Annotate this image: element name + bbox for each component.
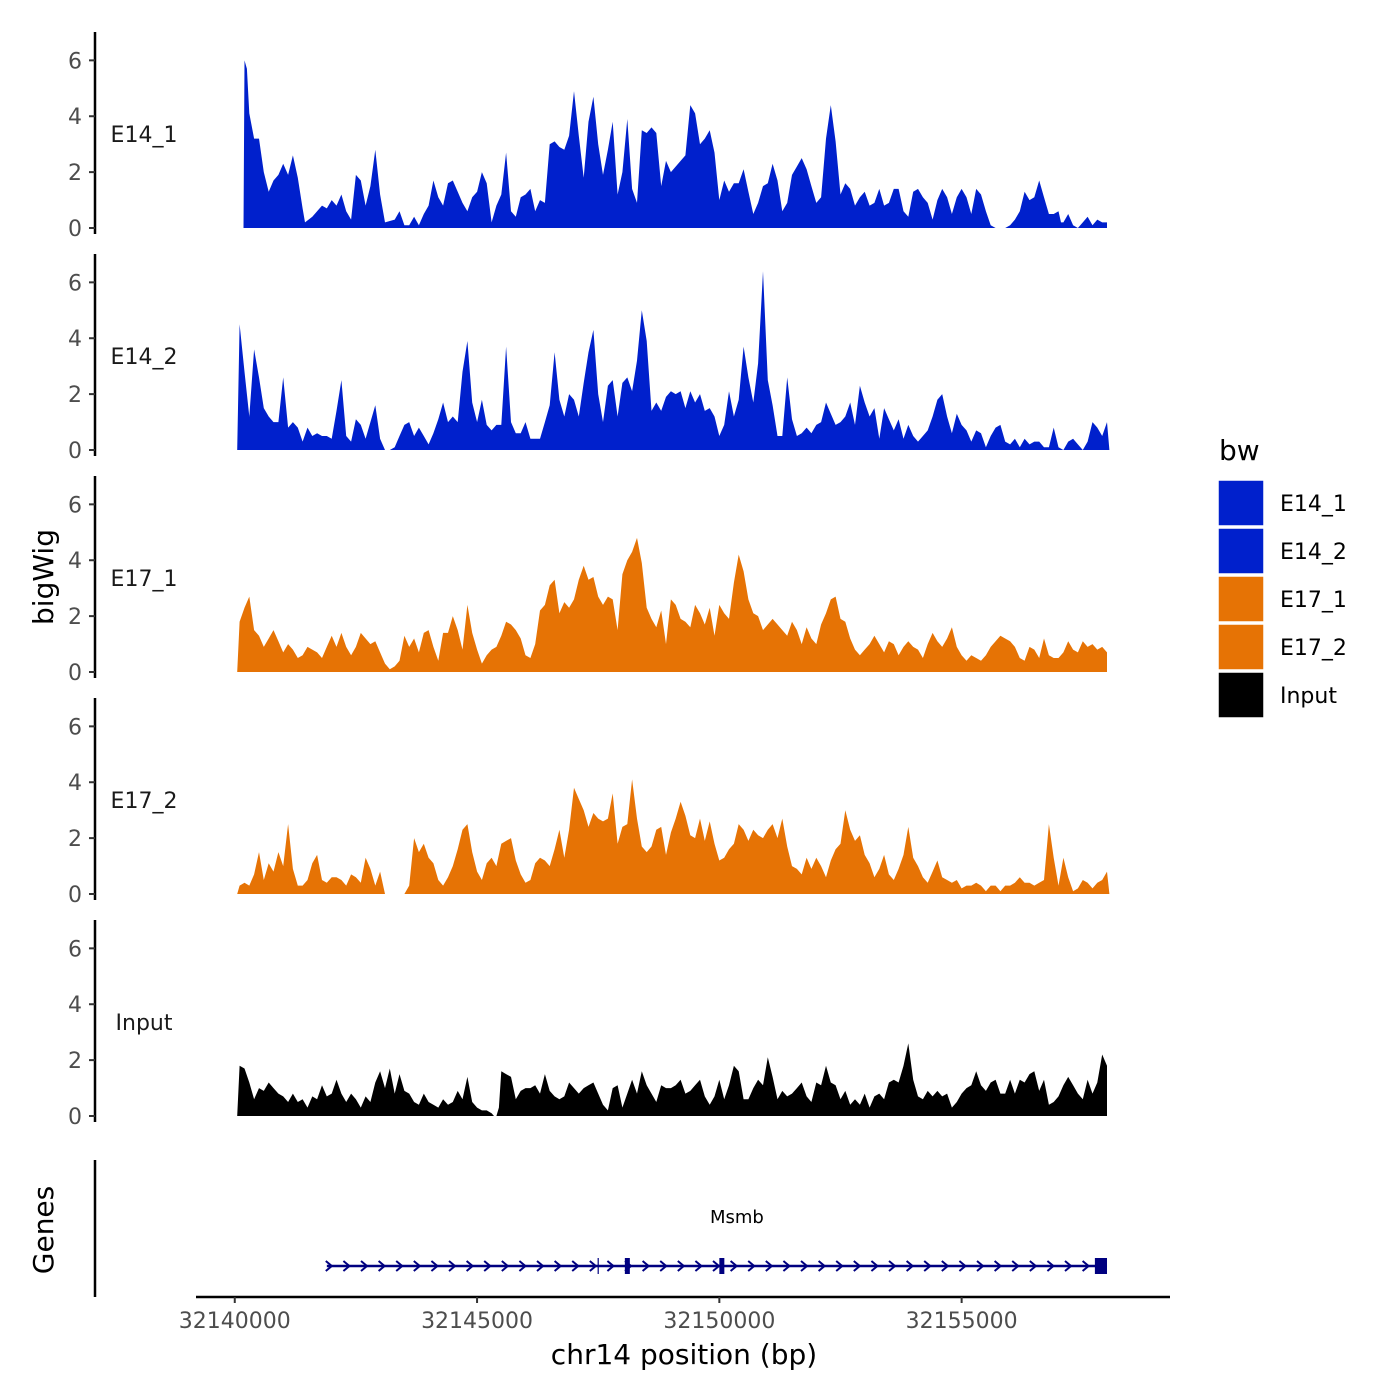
legend-swatch xyxy=(1217,671,1265,719)
genes-panel: Msmb xyxy=(93,1160,1108,1297)
x-tick-label: 32140000 xyxy=(179,1309,291,1334)
x-tick-label: 32145000 xyxy=(421,1309,533,1334)
track-label-e17_1: E17_1 xyxy=(111,567,178,592)
legend: bw E14_1 E14_2 E17_1 E17_2 Input xyxy=(1217,434,1347,719)
y-tick-label: 6 xyxy=(68,937,82,962)
legend-swatch xyxy=(1217,575,1265,623)
y-tick-label: 6 xyxy=(68,49,82,74)
y-tick-label: 4 xyxy=(68,105,82,130)
legend-title: bw xyxy=(1219,434,1260,467)
x-axis: 32140000 32145000 32150000 32155000 xyxy=(179,1295,1170,1334)
y-tick-label: 0 xyxy=(68,661,82,686)
exon-block xyxy=(1094,1258,1108,1274)
coverage-area-e14_1 xyxy=(243,60,1107,229)
y-tick-label: 4 xyxy=(68,327,82,352)
x-tick-label: 32150000 xyxy=(663,1309,775,1334)
legend-label: E17_2 xyxy=(1280,636,1347,661)
y-tick-label: 4 xyxy=(68,771,82,796)
track-panel-e17_2: 0 2 4 6 E17_2 xyxy=(68,698,1110,908)
coverage-area-input xyxy=(237,1043,1107,1116)
legend-items: E14_1 E14_2 E17_1 E17_2 Input xyxy=(1217,479,1347,719)
legend-item-input: Input xyxy=(1217,671,1337,719)
legend-label: Input xyxy=(1280,684,1337,709)
y-tick-label: 2 xyxy=(68,383,82,408)
y-tick-label: 2 xyxy=(68,605,82,630)
track-panel-e14_1: 0 2 4 6 E14_1 xyxy=(68,32,1107,242)
legend-swatch xyxy=(1217,479,1265,527)
y-tick-label: 0 xyxy=(68,439,82,464)
legend-item-e17_2: E17_2 xyxy=(1217,623,1347,671)
exon-block xyxy=(719,1258,725,1274)
track-panel-e17_1: 0 2 4 6 E17_1 xyxy=(68,476,1107,686)
y-tick-label: 4 xyxy=(68,993,82,1018)
legend-swatch xyxy=(1217,623,1265,671)
legend-label: E17_1 xyxy=(1280,588,1347,613)
legend-item-e14_2: E14_2 xyxy=(1217,527,1347,575)
coverage-area-e17_1 xyxy=(237,537,1107,672)
y-tick-label: 0 xyxy=(68,1105,82,1130)
coverage-area-e17_2 xyxy=(237,779,1110,894)
track-panel-input: 0 2 4 6 Input xyxy=(68,920,1107,1130)
y-tick-label: 6 xyxy=(68,715,82,740)
y-tick-label: 2 xyxy=(68,1049,82,1074)
track-label-e17_2: E17_2 xyxy=(111,789,178,814)
legend-item-e17_1: E17_1 xyxy=(1217,575,1347,623)
y-tick-label: 2 xyxy=(68,161,82,186)
y-axis-title: bigWig xyxy=(27,529,60,625)
legend-label: E14_2 xyxy=(1280,540,1347,565)
y-tick-label: 0 xyxy=(68,217,82,242)
y-tick-label: 2 xyxy=(68,827,82,852)
track-label-e14_1: E14_1 xyxy=(111,123,178,148)
legend-swatch xyxy=(1217,527,1265,575)
coverage-area-e14_2 xyxy=(237,271,1110,450)
track-label-input: Input xyxy=(116,1011,173,1036)
gene-msmb: Msmb xyxy=(325,1207,1108,1274)
legend-label: E14_1 xyxy=(1280,492,1347,517)
x-axis-title: chr14 position (bp) xyxy=(551,1338,817,1371)
strand-arrows xyxy=(325,1260,1091,1272)
track-label-e14_2: E14_2 xyxy=(111,345,178,370)
genes-axis-title: Genes xyxy=(27,1186,60,1274)
track-panels: 0 2 4 6 E14_1 0 2 4 6 E14_2 0 2 4 6 E17_1 0 2 4 6 E17_2 0 2 4 6… xyxy=(68,32,1110,1130)
exon-block xyxy=(624,1258,630,1274)
y-tick-label: 0 xyxy=(68,883,82,908)
y-tick-label: 4 xyxy=(68,549,82,574)
track-panel-e14_2: 0 2 4 6 E14_2 xyxy=(68,254,1110,464)
y-tick-label: 6 xyxy=(68,493,82,518)
legend-item-e14_1: E14_1 xyxy=(1217,479,1347,527)
x-tick-label: 32155000 xyxy=(906,1309,1018,1334)
gene-label: Msmb xyxy=(710,1207,764,1228)
y-tick-label: 6 xyxy=(68,271,82,296)
